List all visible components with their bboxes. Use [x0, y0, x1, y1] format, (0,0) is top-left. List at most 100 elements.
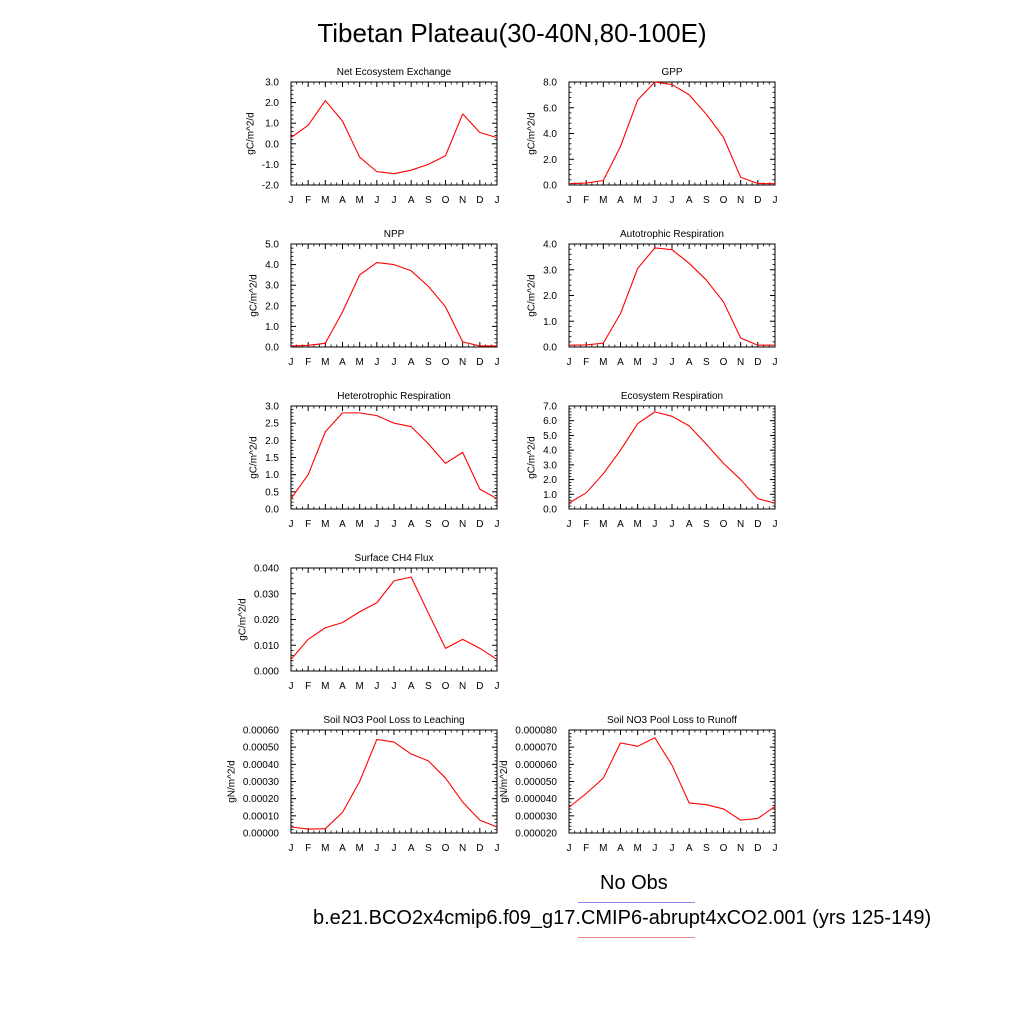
y-tick-label: 0.0: [265, 139, 279, 150]
x-tick-label: N: [737, 357, 744, 368]
panel-title: Soil NO3 Pool Loss to Runoff: [607, 715, 737, 726]
x-tick-label: J: [374, 519, 379, 530]
x-tick-label: A: [408, 519, 415, 530]
series-line: [290, 261, 497, 347]
x-tick-label: N: [459, 681, 466, 692]
y-tick-label: 0.000060: [515, 760, 557, 771]
x-tick-label: M: [321, 357, 329, 368]
y-tick-label: 2.0: [265, 98, 279, 109]
panel-title: Heterotrophic Respiration: [337, 391, 450, 402]
y-tick-label: 2.0: [543, 155, 557, 166]
x-tick-label: M: [633, 843, 641, 854]
series-line: [568, 737, 776, 821]
x-tick-label: J: [567, 195, 572, 206]
x-tick-label: J: [670, 195, 675, 206]
x-tick-label: M: [321, 519, 329, 530]
x-tick-label: S: [425, 357, 432, 368]
series-line: [568, 81, 776, 185]
x-tick-label: O: [442, 519, 450, 530]
series-line: [290, 576, 498, 660]
x-tick-label: S: [703, 357, 710, 368]
x-tick-label: J: [289, 195, 294, 206]
y-tick-label: 4.0: [265, 260, 279, 271]
x-tick-label: J: [495, 357, 500, 368]
y-axis-label: gN/m^2/d: [226, 760, 237, 803]
y-tick-label: 1.0: [265, 119, 279, 130]
x-tick-label: J: [392, 195, 397, 206]
x-tick-label: J: [670, 519, 675, 530]
y-tick-label: 0.5: [265, 487, 279, 498]
y-tick-label: 1.0: [543, 490, 557, 501]
x-tick-label: N: [459, 519, 466, 530]
y-tick-label: 8.0: [543, 78, 557, 89]
legend-case-line: [578, 937, 695, 938]
y-tick-label: 0.0: [265, 505, 279, 516]
x-tick-label: D: [754, 357, 761, 368]
x-tick-label: S: [703, 195, 710, 206]
x-tick-label: A: [339, 357, 346, 368]
x-tick-label: J: [652, 195, 657, 206]
x-tick-label: A: [339, 681, 346, 692]
y-tick-label: 0.000040: [515, 794, 557, 805]
plot-frame: [568, 81, 776, 186]
x-tick-label: J: [392, 519, 397, 530]
x-tick-label: D: [476, 195, 483, 206]
y-axis-label: gC/m^2/d: [527, 436, 538, 479]
y-tick-label: 0.000: [254, 667, 279, 678]
x-tick-label: A: [686, 195, 693, 206]
panel-title: Soil NO3 Pool Loss to Leaching: [323, 715, 464, 726]
y-tick-label: 4.0: [543, 446, 557, 457]
x-tick-label: N: [459, 357, 466, 368]
x-tick-label: J: [374, 357, 379, 368]
x-tick-label: J: [289, 681, 294, 692]
y-tick-label: 3.0: [265, 78, 279, 89]
x-tick-label: N: [737, 843, 744, 854]
y-tick-label: 0.00040: [243, 760, 280, 771]
x-tick-label: M: [321, 195, 329, 206]
x-tick-label: A: [339, 843, 346, 854]
x-tick-label: J: [392, 357, 397, 368]
x-tick-label: F: [583, 519, 589, 530]
x-tick-label: A: [339, 195, 346, 206]
x-tick-label: F: [583, 357, 589, 368]
y-tick-label: 0.0: [543, 181, 557, 192]
x-tick-label: D: [476, 519, 483, 530]
x-tick-label: M: [355, 357, 363, 368]
x-tick-label: A: [617, 195, 624, 206]
x-tick-label: S: [425, 519, 432, 530]
panel-title: Surface CH4 Flux: [355, 553, 434, 564]
y-tick-label: 0.040: [254, 564, 279, 575]
x-tick-label: J: [289, 519, 294, 530]
x-tick-label: J: [773, 843, 778, 854]
x-tick-label: M: [355, 681, 363, 692]
y-tick-label: 0.00060: [243, 726, 280, 737]
x-tick-label: F: [305, 681, 311, 692]
x-tick-label: J: [773, 195, 778, 206]
y-tick-label: 3.0: [543, 460, 557, 471]
x-tick-label: M: [599, 519, 607, 530]
x-tick-label: N: [737, 195, 744, 206]
x-tick-label: D: [754, 843, 761, 854]
x-tick-label: M: [355, 519, 363, 530]
y-tick-label: 0.030: [254, 589, 279, 600]
x-tick-label: A: [617, 357, 624, 368]
x-tick-label: D: [476, 843, 483, 854]
x-tick-label: J: [652, 843, 657, 854]
y-axis-label: gC/m^2/d: [238, 598, 249, 641]
y-tick-label: 0.00030: [243, 777, 280, 788]
x-tick-label: M: [633, 195, 641, 206]
x-tick-label: F: [583, 195, 589, 206]
x-tick-label: J: [652, 519, 657, 530]
y-tick-label: 0.0: [543, 505, 557, 516]
y-tick-label: 0.020: [254, 615, 279, 626]
series-line: [290, 738, 498, 830]
x-tick-label: A: [339, 519, 346, 530]
x-tick-label: M: [633, 519, 641, 530]
y-axis-label: gN/m^2/d: [499, 760, 510, 803]
